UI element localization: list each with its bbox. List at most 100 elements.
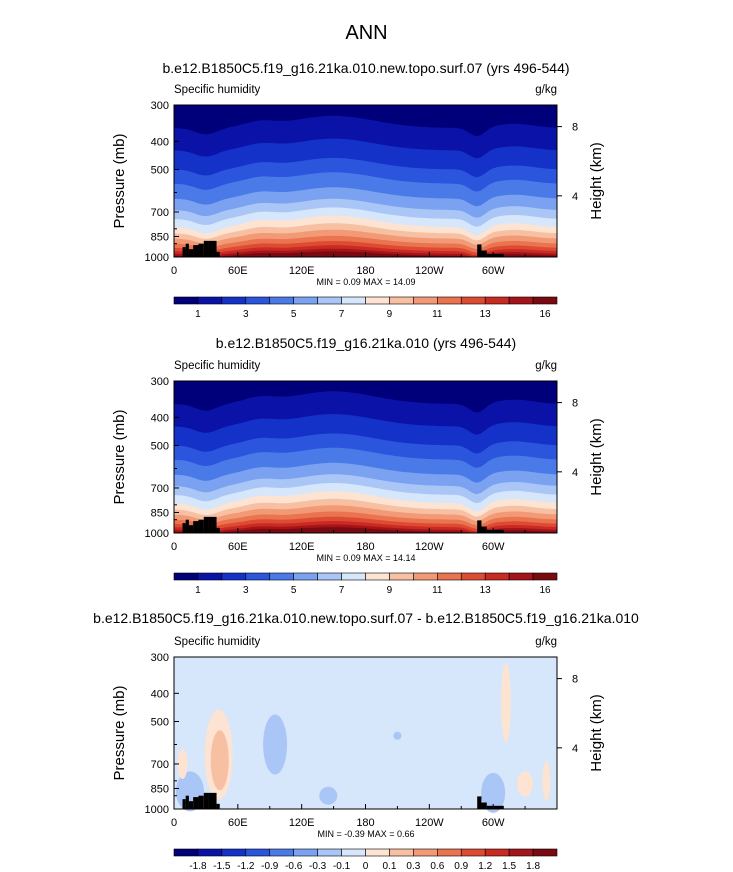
colorbar-swatch <box>317 572 342 581</box>
topography-mask <box>477 244 482 257</box>
colorbar-label: 0.9 <box>454 861 468 872</box>
colorbar-label: 1.5 <box>502 861 516 872</box>
x-tick-label: 120W <box>415 541 444 553</box>
colorbar-label: 11 <box>432 309 443 320</box>
colorbar-label: 16 <box>539 309 551 320</box>
colorbar-label: -0.3 <box>309 861 327 872</box>
y-right-tick-label: 4 <box>572 743 578 755</box>
negative-anomaly <box>481 772 506 813</box>
colorbar-label: 7 <box>339 309 345 320</box>
colorbar-label: 1 <box>195 585 201 596</box>
x-tick-label: 180 <box>356 817 374 829</box>
x-tick-label: 120E <box>289 265 315 277</box>
colorbar-swatch <box>389 848 414 857</box>
y-tick-label: 850 <box>151 507 169 519</box>
topography-mask <box>216 803 220 809</box>
colorbar-swatch <box>269 848 294 857</box>
topography-mask <box>188 801 194 809</box>
colorbar-swatch <box>532 848 558 857</box>
min-max-label: MIN = 0.09 MAX = 14.14 <box>316 553 415 563</box>
topography-mask <box>477 520 482 533</box>
colorbar-swatch <box>293 572 318 581</box>
topography-mask <box>216 251 220 257</box>
positive-anomaly <box>517 771 534 797</box>
main-title: ANN <box>345 22 388 44</box>
colorbar-label: 16 <box>539 585 551 596</box>
x-tick-label: 60W <box>482 817 505 829</box>
y-tick-label: 300 <box>151 652 169 664</box>
axes-3: b.e12.B1850C5.f19_g16.21ka.010.new.topo.… <box>93 610 639 839</box>
topography-mask <box>486 529 504 533</box>
colorbar-label: -0.9 <box>261 861 279 872</box>
y-axis-title: Pressure (mb) <box>111 133 128 228</box>
units-label: g/kg <box>535 84 557 96</box>
colorbar-label: -1.8 <box>189 861 207 872</box>
y-tick-label: 500 <box>151 716 169 728</box>
topography-mask <box>203 240 209 257</box>
colorbar-1: 1 3 5 7 9 11 13 16 <box>173 296 558 320</box>
topography-mask <box>185 243 189 257</box>
topography-mask <box>481 250 487 257</box>
x-tick-label: 120W <box>415 265 444 277</box>
topography-mask <box>193 521 199 533</box>
topography-mask <box>193 797 199 809</box>
colorbar-swatch <box>484 572 510 581</box>
colorbar-label: 3 <box>243 585 249 596</box>
colorbar-label: 3 <box>243 309 249 320</box>
y-tick-label: 500 <box>151 440 169 452</box>
topography-mask <box>182 523 186 533</box>
y-right-tick-label: 8 <box>572 122 578 134</box>
colorbar-swatch <box>197 572 223 581</box>
colorbar-swatch <box>437 848 462 857</box>
colorbar-swatch <box>269 296 294 305</box>
y-right-axis-title: Height (km) <box>588 694 605 772</box>
topography-mask <box>188 249 194 257</box>
positive-anomaly <box>177 748 188 779</box>
colorbar-3: -1.8 -1.5 -1.2 -0.9 -0.6 -0.3 -0.1 0 0.1 0.3 0.6 0.… <box>173 848 558 872</box>
colorbar-swatch <box>389 572 414 581</box>
colorbar-label: 13 <box>480 585 492 596</box>
field-label: Specific humidity <box>174 360 261 372</box>
x-tick-label: 180 <box>356 265 374 277</box>
colorbar-swatch <box>508 848 534 857</box>
topography-mask <box>203 516 209 533</box>
negative-anomaly <box>263 714 288 775</box>
colorbar-label: 7 <box>339 585 345 596</box>
colorbar-label: 11 <box>432 585 443 596</box>
x-tick-label: 180 <box>356 541 374 553</box>
y-tick-label: 700 <box>151 483 169 495</box>
y-tick-label: 1000 <box>145 252 169 264</box>
colorbar-swatch <box>341 848 366 857</box>
topography-mask <box>486 805 504 809</box>
colorbar-2: 1 3 5 7 9 11 13 16 <box>173 572 558 596</box>
colorbar-label: -1.2 <box>237 861 255 872</box>
topography-mask <box>203 792 209 809</box>
colorbar-swatch <box>341 572 366 581</box>
colorbar-label: 5 <box>291 309 297 320</box>
colorbar-label: 0 <box>363 861 369 872</box>
x-tick-label: 0 <box>171 541 177 553</box>
plot-area-3 <box>174 657 557 813</box>
colorbar-swatch <box>413 848 438 857</box>
topography-mask <box>198 519 204 533</box>
colorbar-swatch <box>197 848 223 857</box>
x-tick-label: 60E <box>228 817 248 829</box>
x-tick-label: 120E <box>289 817 315 829</box>
x-tick-label: 60E <box>228 541 248 553</box>
y-tick-label: 700 <box>151 759 169 771</box>
colorbar-swatch <box>245 572 271 581</box>
y-tick-label: 700 <box>151 207 169 219</box>
topography-mask <box>185 795 189 809</box>
x-tick-label: 120E <box>289 541 315 553</box>
y-tick-label: 850 <box>151 783 169 795</box>
topography-mask <box>208 516 217 533</box>
colorbar-swatch <box>293 848 318 857</box>
topography-mask <box>188 525 194 533</box>
colorbar-label: 9 <box>387 585 393 596</box>
panel-title: b.e12.B1850C5.f19_g16.21ka.010.new.topo.… <box>162 60 569 76</box>
colorbar-label: 13 <box>480 309 492 320</box>
colorbar-swatch <box>293 296 318 305</box>
x-tick-label: 60E <box>228 265 248 277</box>
y-right-tick-label: 4 <box>572 191 578 203</box>
